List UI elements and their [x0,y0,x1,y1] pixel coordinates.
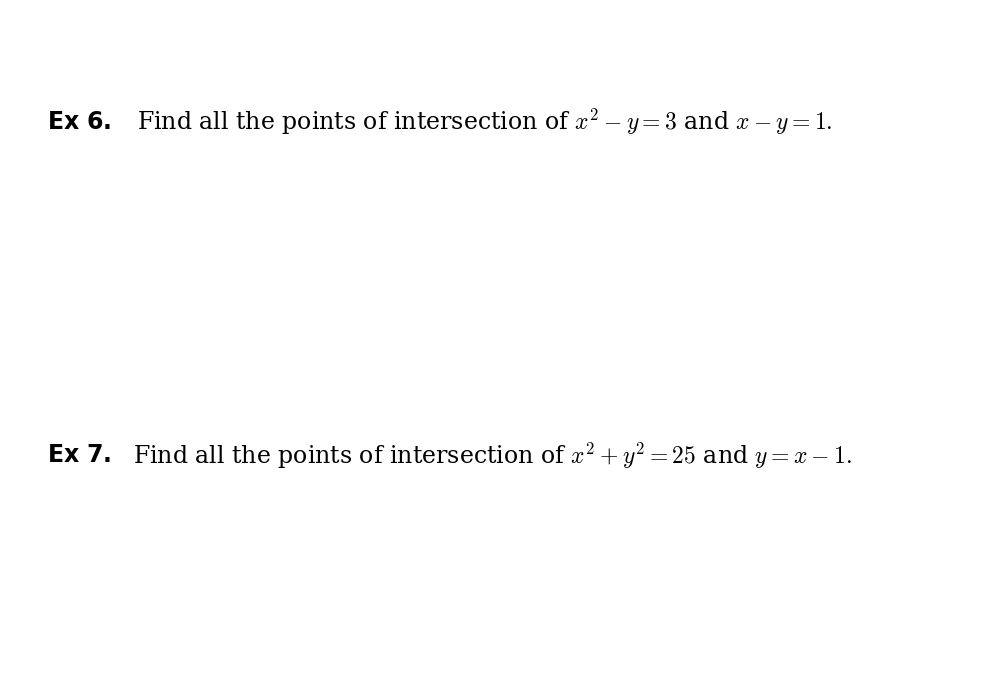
Text: Find all the points of intersection of $x^2 - y = 3$ and $x - y = 1.$: Find all the points of intersection of $… [137,107,833,137]
Text: Find all the points of intersection of $x^2 + y^2 = 25$ and $y = x - 1.$: Find all the points of intersection of $… [133,441,851,471]
Text: $\mathbf{Ex\ 7.}$: $\mathbf{Ex\ 7.}$ [47,444,111,467]
Text: $\mathbf{Ex\ 6.}$: $\mathbf{Ex\ 6.}$ [47,111,111,134]
